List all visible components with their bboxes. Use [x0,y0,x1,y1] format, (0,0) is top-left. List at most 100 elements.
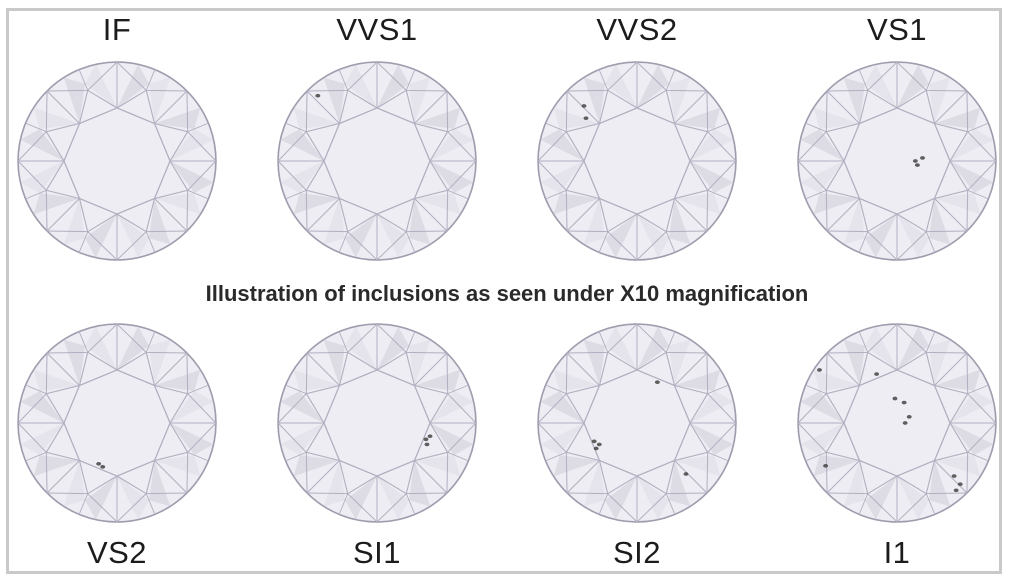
upper-girdle-facet [706,91,737,162]
inclusion-mark [581,104,587,108]
upper-girdle-facet [277,160,308,231]
star-facet [825,421,861,462]
inclusion-mark [920,156,925,160]
shaded-facet [170,161,214,194]
bezel-facet-edge [934,90,968,124]
shaded-facet [280,128,324,161]
bezel-facet-edge [674,198,708,232]
girdle-facet-edge [858,231,869,253]
upper-girdle-facet [307,230,378,261]
girdle-facet-edge [858,493,869,515]
shaded-facet [553,369,600,391]
shaded-facet [674,369,721,391]
upper-girdle-facet [47,61,118,92]
bezel-facet-edge [46,352,80,386]
shaded-facet [414,455,461,477]
girdle-facet-edge [25,122,47,133]
shaded-facet [323,77,345,124]
shaded-facet [377,214,410,258]
star-facet [635,351,676,387]
inclusion-mark [583,116,589,120]
bezel-facet-edge [306,198,340,232]
inclusion-mark [951,474,957,478]
shaded-facet [674,193,721,215]
inclusion-mark [901,400,907,405]
shaded-facet [604,326,637,370]
shaded-facet [149,339,171,386]
shaded-facet [800,423,844,456]
star-facet [78,89,119,125]
shaded-facet [117,476,150,520]
shaded-facet [154,107,201,129]
star-facet [673,159,709,200]
bezel-facet-edge [154,352,188,386]
upper-girdle-facet [446,91,477,162]
shaded-facet [583,77,605,124]
star-facet [933,122,969,163]
upper-girdle-facet [567,492,638,523]
girdle-facet-edge [967,451,989,462]
star-facet [673,122,709,163]
shaded-facet [897,214,930,258]
shaded-facet [583,339,605,386]
upper-girdle-facet [537,353,568,424]
bezel-facet-edge [306,90,340,124]
shaded-facet [934,369,981,391]
shaded-facet [117,214,150,258]
bezel-facet-edge [566,198,600,232]
upper-girdle-facet [307,323,378,354]
shaded-facet [430,390,474,423]
shaded-facet [63,198,85,245]
girdle-facet-edge [967,122,989,133]
inclusion-mark [683,472,689,476]
star-facet [153,122,189,163]
girdle-facet-edge [78,69,89,91]
star-facet [338,459,379,495]
star-facet [375,89,416,125]
shaded-facet [20,128,64,161]
shaded-facet [377,326,410,370]
shaded-facet [323,339,345,386]
upper-girdle-facet [376,230,447,261]
upper-girdle-facet [797,422,828,493]
shaded-facet [20,423,64,456]
shaded-facet [84,214,117,258]
girdle-facet-edge [805,384,827,395]
shaded-facet [540,161,584,194]
shaded-facet [20,161,64,194]
bezel-facet-edge [566,460,600,494]
shaded-facet [604,64,637,108]
shaded-facet [553,193,600,215]
upper-girdle-facet [636,61,707,92]
shaded-facet [117,64,150,108]
bezel-facet-edge [154,460,188,494]
shaded-facet [117,326,150,370]
star-facet [858,197,899,233]
shaded-facet [414,369,461,391]
girdle-facet-edge [805,451,827,462]
shaded-facet [63,460,85,507]
star-facet [78,351,119,387]
shaded-facet [800,128,844,161]
upper-girdle-facet [966,422,997,493]
shaded-facet [409,77,431,124]
shaded-facet [934,193,981,215]
bezel-facet-edge [934,198,968,232]
chart-frame [6,8,1002,574]
shaded-facet [149,460,171,507]
upper-girdle-facet [966,160,997,231]
shaded-facet [934,455,981,477]
upper-girdle-facet [116,61,187,92]
grade-label-si1: SI1 [352,535,402,570]
bezel-facet-edge [826,90,860,124]
shaded-facet [154,369,201,391]
diamond-vvs1 [277,61,477,261]
shaded-facet [864,326,897,370]
girdle-facet-edge [598,69,609,91]
inclusion-mark [315,93,321,98]
bezel-facet-edge [826,460,860,494]
star-facet [933,421,969,462]
shaded-facet [669,460,691,507]
shaded-facet [293,369,340,391]
shaded-facet [604,214,637,258]
